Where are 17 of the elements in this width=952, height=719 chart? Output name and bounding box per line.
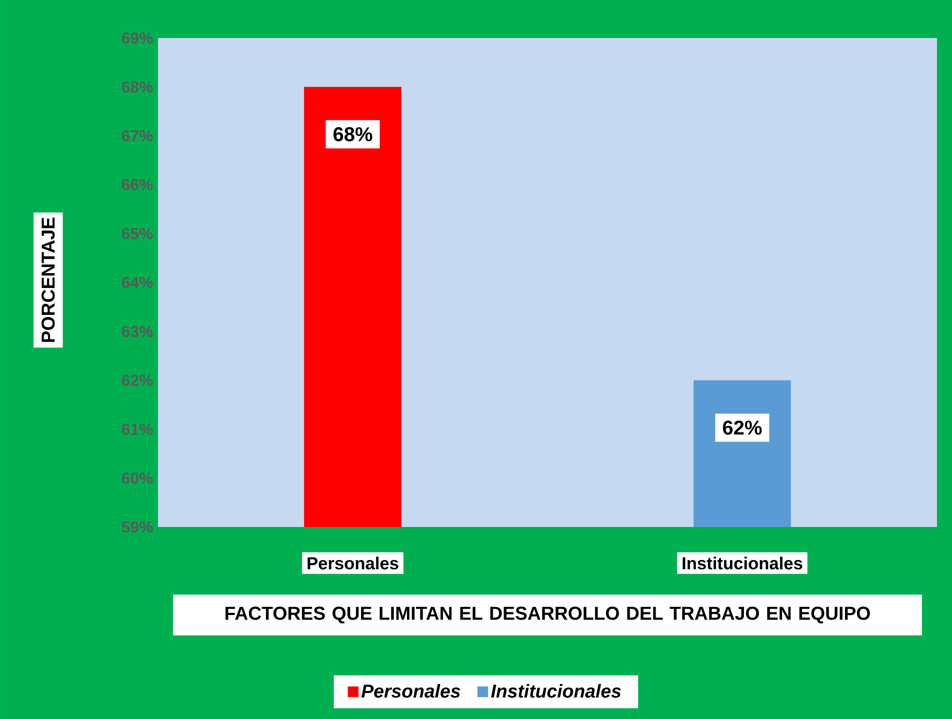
y-tick-label: 63% [122,326,153,338]
y-tick-label: 66% [122,179,153,190]
y-tick-label: 60% [122,472,153,484]
data-label: 68% [333,127,372,142]
y-tick-label: 62% [122,374,153,386]
y-tick-label: 67% [122,130,153,142]
data-label: 62% [722,420,762,435]
legend-label: Personales [361,684,460,698]
y-tick-label: 69% [122,32,153,44]
y-tick-label: 61% [122,424,153,435]
y-tick-label: 65% [122,228,153,240]
y-axis-title: PORCENTAJE [42,218,55,342]
x-axis-title: FACTORES QUE LIMITAN EL DESARROLLO DEL TRABAJO EN EQUIPO [226,606,870,624]
y-tick-label: 64% [122,276,153,288]
legend-label: Institucionales [491,684,621,698]
y-tick-label: 68% [122,81,153,93]
y-tick-label: 59% [122,521,153,533]
